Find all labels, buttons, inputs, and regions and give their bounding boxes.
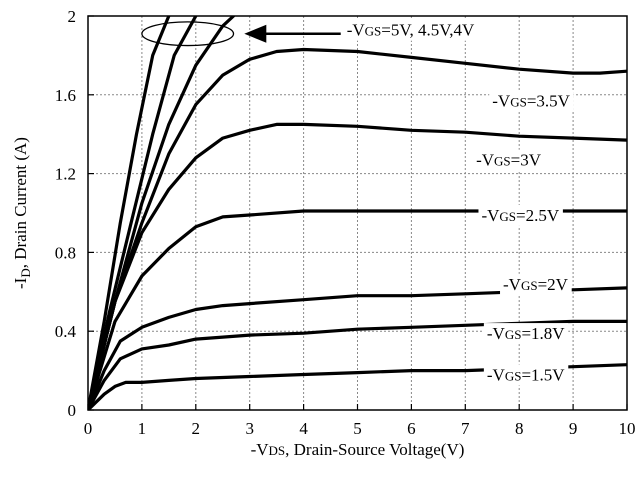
annotation-ellipse [141, 21, 235, 47]
curve-label: -VGS=3.5V [492, 92, 570, 111]
y-axis-title: -ID, Drain Current (A) [11, 137, 33, 289]
x-tick-label: 0 [84, 419, 93, 438]
x-tick-label: 2 [192, 419, 201, 438]
x-tick-label: 4 [299, 419, 308, 438]
curve-label: -VGS=1.8V [487, 324, 565, 343]
curve-label-bg [483, 364, 569, 386]
x-tick-label: 8 [515, 419, 524, 438]
y-tick-label: 2 [68, 7, 77, 26]
curve-label: -VGS=5V, 4.5V,4V [347, 21, 475, 40]
curve-label-bg [343, 19, 479, 41]
series-line [88, 16, 171, 410]
axis-titles: -VDS, Drain-Source Voltage(V) -ID, Drain … [11, 137, 464, 459]
curve-label: -VGS=2V [503, 275, 569, 294]
curve-label-bg [489, 90, 574, 112]
annotation-arrow-head [244, 24, 267, 43]
curve-label-bg [500, 273, 572, 295]
curve-label-bg [473, 149, 545, 171]
y-tick-label: 0.4 [55, 322, 77, 341]
curve-label: -VGS=2.5V [481, 206, 559, 225]
y-tick-label: 1.6 [55, 86, 76, 105]
x-tick-label: 6 [407, 419, 416, 438]
curve-labels: -VGS=5V, 4.5V,4V -VGS=3.5V -VGS=3V -VGS=2.5… [141, 19, 574, 386]
x-tick-label: 1 [138, 419, 147, 438]
curve-label: -VGS=3V [476, 151, 542, 170]
curve-label-bg [478, 204, 563, 226]
curve-label-bg [483, 323, 569, 345]
y-tick-label: 0.8 [55, 243, 76, 262]
x-tick-label: 10 [619, 419, 636, 438]
x-tick-label: 5 [353, 419, 362, 438]
series-line [88, 47, 627, 410]
y-tick-label: 0 [68, 401, 77, 420]
x-axis-title: -VDS, Drain-Source Voltage(V) [251, 440, 465, 459]
series-line [88, 122, 627, 410]
tick-labels: 0 1 2 3 4 5 6 7 8 9 10 0 0.4 0.8 1.2 1.6 2 [55, 7, 636, 438]
series-line [88, 16, 236, 410]
curve-label: -VGS=1.5V [487, 365, 565, 384]
series-line [88, 16, 198, 410]
x-tick-label: 7 [461, 419, 470, 438]
x-tick-label: 9 [569, 419, 578, 438]
y-tick-label: 1.2 [55, 165, 76, 184]
x-tick-label: 3 [245, 419, 254, 438]
axes [87, 15, 628, 411]
